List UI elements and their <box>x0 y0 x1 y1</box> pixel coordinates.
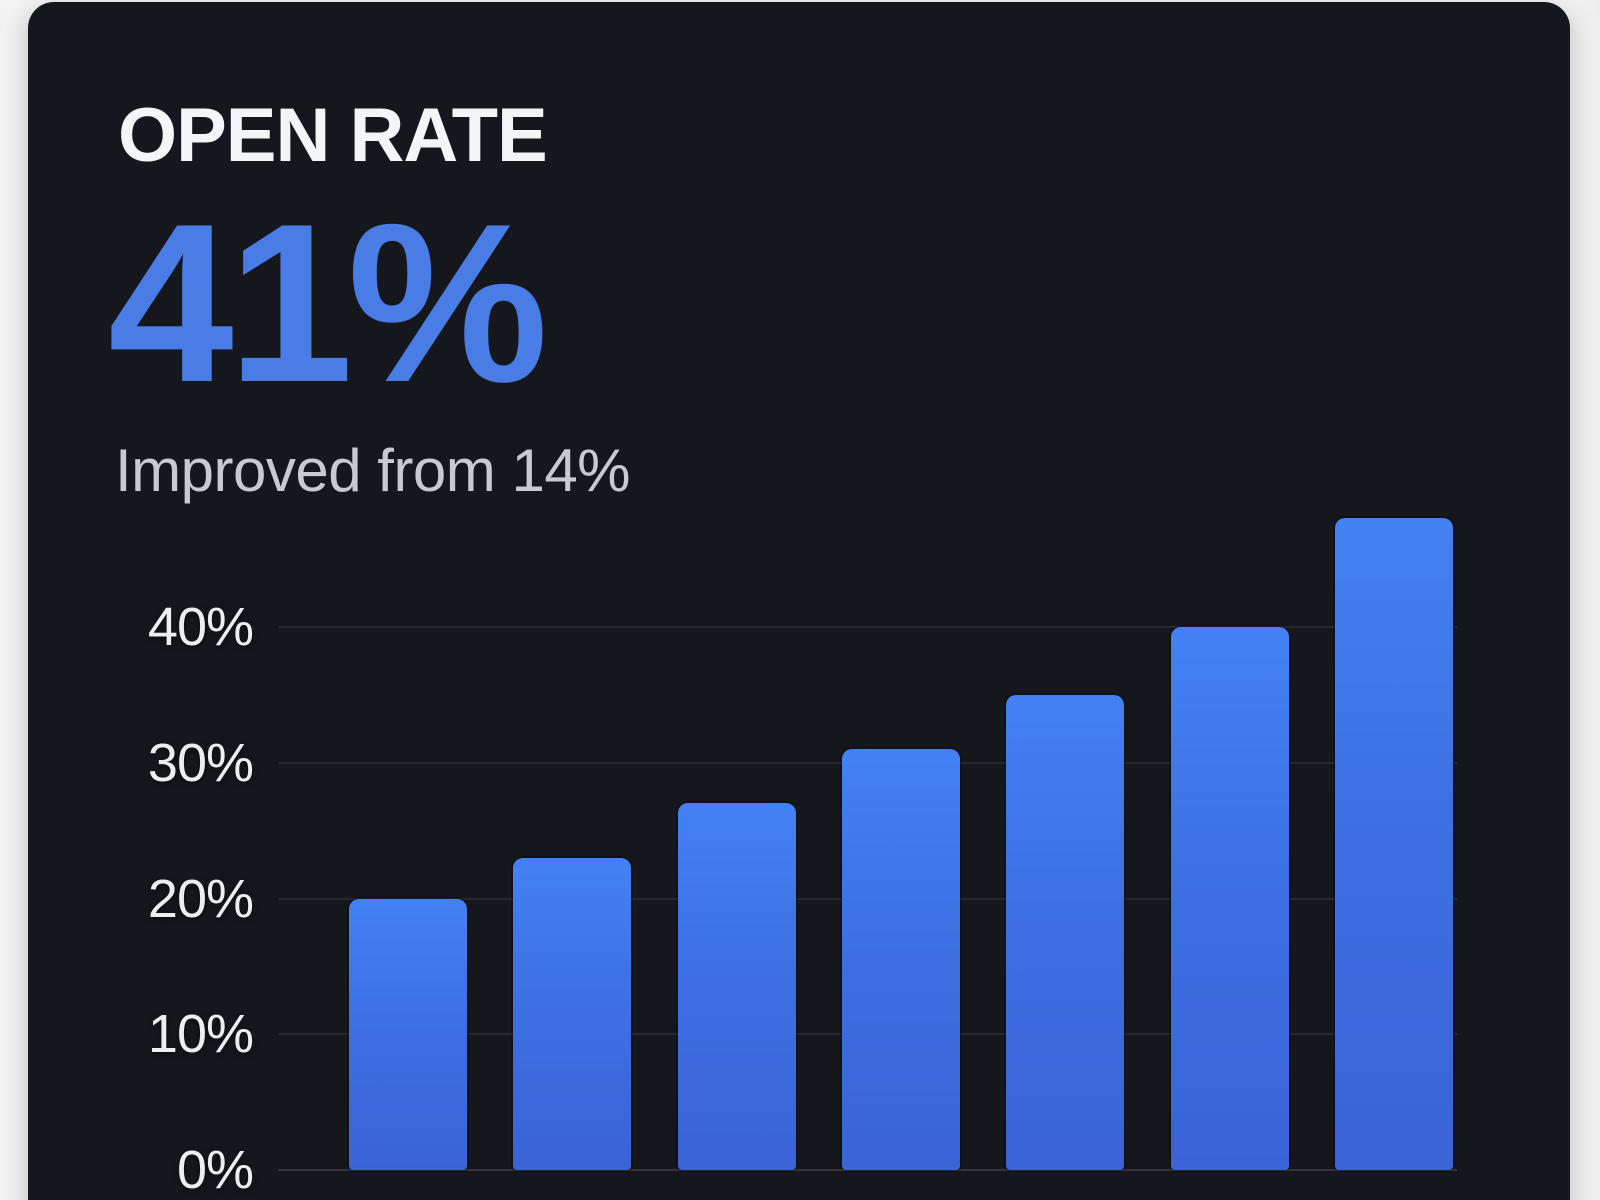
metric-caption: Improved from 14% <box>115 437 631 504</box>
metric-value: 41% <box>108 176 548 429</box>
card-title: OPEN RATE <box>118 93 548 178</box>
open-rate-card <box>28 2 1570 1200</box>
